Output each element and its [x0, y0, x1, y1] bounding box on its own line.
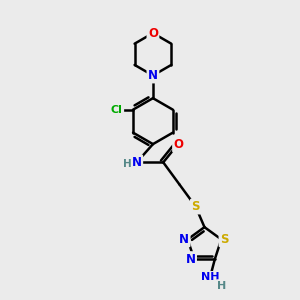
Text: S: S	[220, 233, 229, 246]
Text: Cl: Cl	[111, 105, 123, 115]
Text: NH: NH	[201, 272, 220, 282]
Text: N: N	[179, 233, 189, 246]
Text: N: N	[186, 253, 196, 266]
Text: S: S	[191, 200, 200, 213]
Text: N: N	[132, 156, 142, 169]
Text: H: H	[123, 159, 132, 169]
Text: O: O	[148, 27, 158, 40]
Text: H: H	[217, 280, 226, 291]
Text: N: N	[148, 69, 158, 82]
Text: O: O	[174, 138, 184, 151]
